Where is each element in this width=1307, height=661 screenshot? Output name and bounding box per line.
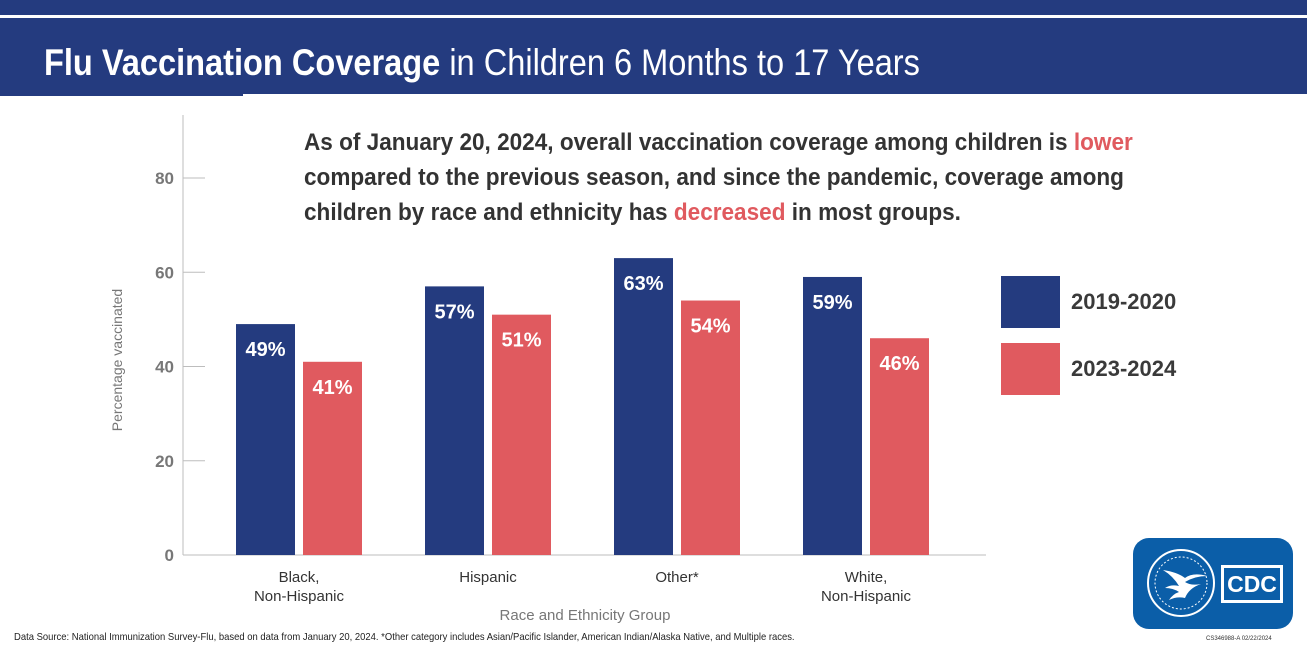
bar-2023-2024	[870, 338, 929, 555]
bar-2023-2024	[492, 314, 551, 555]
document-id: CS346988-A 02/22/2024	[1206, 636, 1272, 642]
headline-part1: As of January 20, 2024, overall vaccinat…	[304, 129, 1074, 156]
headline-highlight-decreased: decreased	[673, 199, 786, 226]
bar-value-label: 51%	[501, 330, 541, 352]
legend-swatch-2019-2020	[1001, 276, 1060, 328]
bar-value-label: 49%	[245, 339, 285, 361]
x-category-label: Non-Hispanic	[254, 588, 345, 605]
y-tick-label: 60	[155, 263, 174, 282]
bar-2019-2020	[614, 258, 673, 555]
bar-value-label: 54%	[690, 316, 730, 338]
bar-2023-2024	[303, 361, 362, 555]
cdc-logo: CDC	[1133, 538, 1293, 629]
bar-2019-2020	[236, 324, 295, 555]
bar-value-label: 57%	[434, 301, 474, 323]
cdc-logo-text: CDC	[1227, 571, 1277, 597]
bar-value-label: 59%	[812, 292, 852, 314]
y-tick-label: 20	[155, 452, 174, 471]
legend-swatch-2023-2024	[1001, 343, 1060, 395]
bar-value-label: 63%	[623, 273, 663, 295]
headline-part2: compared to the previous season, and sin…	[304, 164, 1124, 226]
y-tick-label: 40	[155, 358, 174, 377]
legend-label-2019-2020: 2019-2020	[1071, 289, 1177, 314]
headline-part3: in most groups.	[785, 199, 961, 226]
x-category-label: Other*	[655, 569, 699, 586]
bar-2019-2020	[803, 276, 862, 555]
bar-value-label: 46%	[879, 353, 919, 375]
header-stripe	[0, 15, 1307, 18]
title-bold: Flu Vaccination Coverage	[44, 42, 441, 83]
x-axis-title: Race and Ethnicity Group	[500, 607, 671, 624]
legend-label-2023-2024: 2023-2024	[1071, 356, 1177, 381]
page-title: Flu Vaccination Coverage in Children 6 M…	[44, 38, 920, 88]
data-source-footnote: Data Source: National Immunization Surve…	[14, 631, 795, 643]
x-category-label: Black,	[279, 569, 320, 586]
x-category-label: Non-Hispanic	[821, 588, 912, 605]
x-category-label: White,	[845, 569, 888, 586]
title-regular: in Children 6 Months to 17 Years	[440, 42, 920, 83]
x-category-label: Hispanic	[459, 569, 517, 586]
y-axis-title: Percentage vaccinated	[109, 289, 125, 431]
headline: As of January 20, 2024, overall vaccinat…	[304, 125, 1150, 230]
hhs-eagle-icon: CDC	[1147, 549, 1283, 617]
bar-2019-2020	[425, 286, 484, 555]
headline-highlight-lower: lower	[1073, 129, 1133, 156]
y-tick-label: 80	[155, 169, 174, 188]
bar-2023-2024	[681, 300, 740, 555]
y-tick-label: 0	[165, 546, 174, 565]
bar-value-label: 41%	[312, 377, 352, 399]
header-underline	[0, 94, 243, 96]
